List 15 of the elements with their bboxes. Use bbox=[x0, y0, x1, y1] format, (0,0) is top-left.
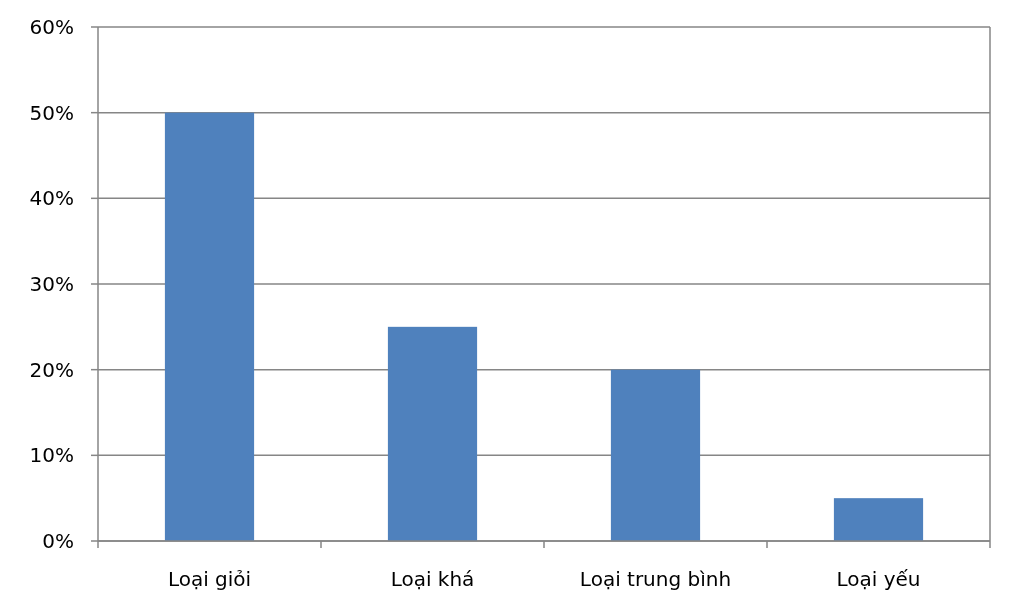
y-tick-label: 0% bbox=[42, 529, 74, 553]
bar bbox=[833, 498, 924, 541]
y-tick-label: 10% bbox=[29, 443, 74, 468]
y-tick-label: 60% bbox=[29, 15, 74, 39]
x-tick-label: Loại khá bbox=[390, 567, 475, 591]
x-tick-label: Loại giỏi bbox=[167, 567, 252, 591]
y-tick-label: 50% bbox=[29, 100, 74, 125]
y-tick-label: 30% bbox=[29, 272, 74, 296]
bar bbox=[610, 369, 701, 541]
y-tick-label: 40% bbox=[29, 186, 74, 211]
x-tick-label: Loại yếu bbox=[836, 567, 921, 591]
bar bbox=[164, 112, 255, 541]
bar bbox=[387, 326, 478, 541]
y-tick-label: 20% bbox=[29, 357, 74, 382]
x-tick-label: Loại trung bình bbox=[579, 567, 732, 591]
